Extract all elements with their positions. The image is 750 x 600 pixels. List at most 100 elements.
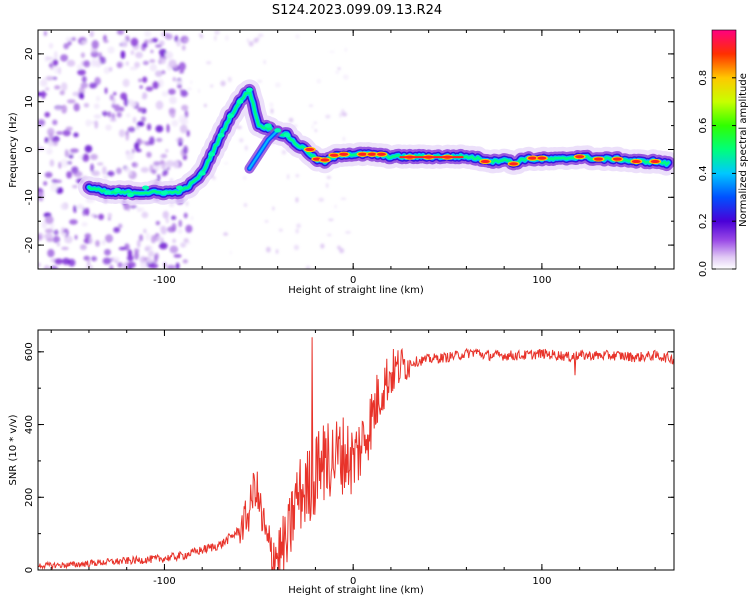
noise-blob <box>320 243 325 249</box>
noise-blob <box>91 170 101 177</box>
noise-blob <box>176 83 182 89</box>
hot-spot <box>480 159 490 164</box>
noise-blob <box>91 40 99 49</box>
noise-blob <box>142 76 148 83</box>
noise-blob <box>95 240 100 247</box>
noise-blob <box>342 74 349 80</box>
hot-spot <box>612 157 622 161</box>
noise-blob <box>147 250 155 258</box>
noise-blob <box>288 117 294 123</box>
noise-blob <box>316 78 321 84</box>
spectrogram-ytick-label: 10 <box>24 95 35 108</box>
spectrogram-heatmap <box>38 30 674 269</box>
noise-blob <box>54 85 61 90</box>
noise-blob <box>116 111 122 118</box>
noise-blob <box>155 44 162 48</box>
noise-blob <box>120 50 126 60</box>
noise-blob <box>90 256 97 262</box>
noise-blob <box>178 62 186 71</box>
cyan-blob <box>198 171 206 176</box>
noise-blob <box>153 161 161 166</box>
noise-blob <box>166 167 171 171</box>
noise-blob <box>203 103 207 108</box>
noise-blob <box>38 91 42 97</box>
noise-blob <box>168 59 177 69</box>
noise-blob <box>155 220 161 226</box>
noise-blob <box>44 137 49 144</box>
noise-blob <box>175 80 183 85</box>
snr-xtick-label: 100 <box>532 576 551 587</box>
cyan-blob <box>208 152 216 157</box>
noise-blob <box>38 262 42 268</box>
noise-blob <box>54 258 64 265</box>
snr-frame <box>37 329 675 571</box>
noise-blob <box>244 145 248 151</box>
noise-blob <box>137 207 141 213</box>
noise-blob <box>118 223 123 229</box>
noise-blob <box>152 81 160 90</box>
noise-blob <box>106 170 115 177</box>
cyan-blob <box>217 132 225 138</box>
noise-blob <box>60 158 69 168</box>
cyan-blob <box>226 113 234 119</box>
colorbar-tick-label: 0.6 <box>698 118 709 134</box>
noise-blob <box>186 130 190 137</box>
noise-blob <box>38 233 42 241</box>
noise-blob <box>345 231 351 234</box>
cyan-blob <box>113 187 121 193</box>
colorbar-tick-label: 0.0 <box>698 261 709 277</box>
noise-blob <box>313 121 318 125</box>
spectrogram-ytick-label: -20 <box>24 237 35 253</box>
snr-ytick-label: 200 <box>24 488 35 507</box>
noise-blob <box>70 148 79 153</box>
noise-blob <box>145 86 154 92</box>
noise-blob <box>134 142 140 150</box>
noise-blob <box>147 38 154 44</box>
noise-blob <box>269 102 274 108</box>
noise-blob <box>158 242 168 250</box>
noise-blob <box>62 232 66 238</box>
noise-blob <box>140 116 146 122</box>
noise-blob <box>145 232 151 241</box>
noise-blob <box>325 114 331 119</box>
snr-series-line <box>38 337 674 570</box>
noise-blob <box>135 51 143 59</box>
noise-blob <box>94 77 101 86</box>
noise-blob <box>160 226 167 235</box>
noise-blob <box>257 80 263 83</box>
noise-blob <box>337 67 341 70</box>
noise-blob <box>104 87 108 94</box>
noise-blob <box>113 227 121 233</box>
noise-blob <box>170 215 177 220</box>
noise-blob <box>164 33 173 40</box>
noise-blob <box>185 200 189 207</box>
hot-spot <box>631 159 641 164</box>
noise-blob <box>257 33 264 37</box>
noise-blob <box>253 37 259 43</box>
noise-blob <box>214 35 217 41</box>
noise-blob <box>142 60 149 66</box>
noise-blob <box>337 245 341 250</box>
noise-blob <box>340 197 347 200</box>
noise-blob <box>98 213 105 221</box>
noise-blob <box>146 151 152 158</box>
noise-blob <box>103 39 109 44</box>
noise-blob <box>46 148 53 155</box>
noise-blob <box>65 126 73 131</box>
noise-blob <box>172 76 177 82</box>
noise-blob <box>270 108 274 114</box>
noise-blob <box>342 136 345 141</box>
noise-blob <box>103 67 110 75</box>
noise-blob <box>136 125 140 130</box>
noise-blob <box>94 120 99 129</box>
noise-blob <box>44 111 51 118</box>
noise-blob <box>38 196 44 202</box>
noise-blob <box>242 176 247 180</box>
noise-blob <box>90 163 94 172</box>
noise-blob <box>185 224 193 233</box>
noise-blob <box>60 82 68 91</box>
noise-blob <box>179 70 184 74</box>
noise-blob <box>43 181 48 186</box>
noise-blob <box>223 162 229 165</box>
